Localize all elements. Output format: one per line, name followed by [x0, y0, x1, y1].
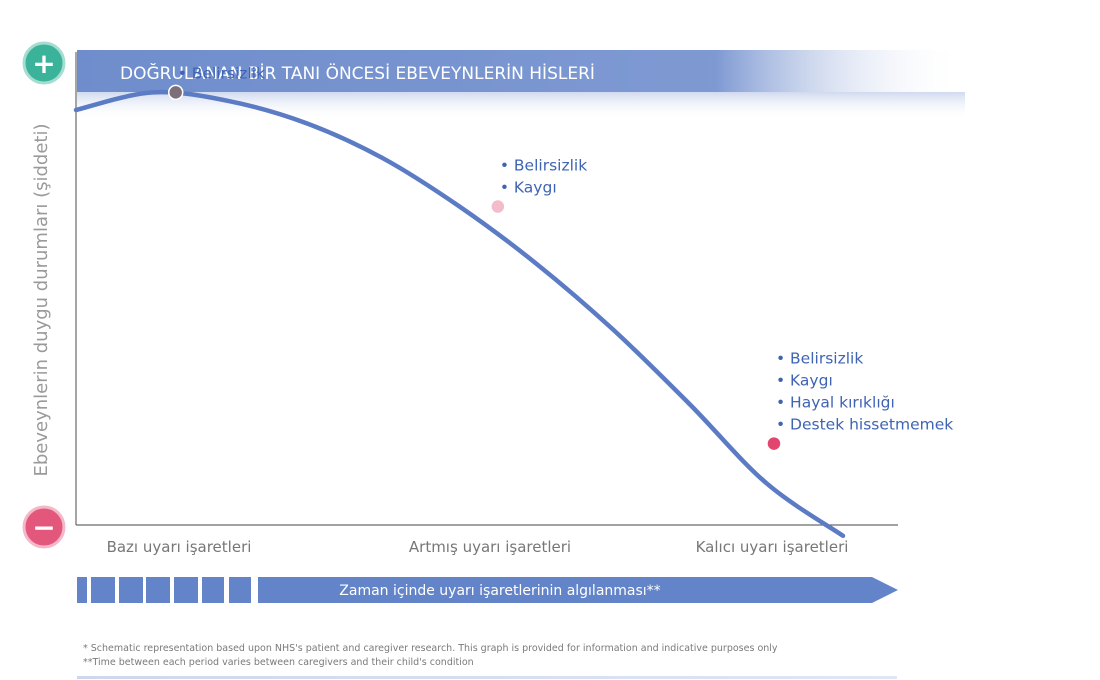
footnote: * Schematic representation based upon NH…	[83, 643, 778, 654]
time-arrow-segment	[91, 577, 115, 603]
svg-text:+: +	[32, 47, 55, 80]
footer-line	[77, 676, 897, 679]
annotation-label: • Destek hissetmemek	[776, 416, 953, 434]
time-arrow-segment	[77, 577, 87, 603]
data-point-marker	[766, 435, 782, 452]
x-tick-label: Kalıcı uyarı işaretleri	[696, 538, 849, 556]
time-arrow-segment	[119, 577, 143, 603]
time-arrow-segment	[174, 577, 198, 603]
time-arrow-body	[258, 577, 898, 603]
x-tick-label: Bazı uyarı işaretleri	[107, 538, 252, 556]
minus-icon: −	[22, 505, 66, 549]
time-arrow-segment	[146, 577, 170, 603]
time-arrow-segment	[229, 577, 251, 603]
annotation-label: • Belirsizlik	[500, 157, 587, 175]
time-arrow-segment	[202, 577, 224, 603]
data-markers	[167, 84, 782, 452]
annotation-label: • Belirsizlik	[178, 64, 265, 82]
annotation-label: • Hayal kırıklığı	[776, 394, 895, 412]
title-banner-glow	[77, 92, 965, 120]
time-arrow: Zaman içinde uyarı işaretlerinin algılan…	[77, 577, 898, 603]
annotations: • Belirsizlik • Belirsizlik • Kaygı • Belir…	[178, 64, 954, 433]
plus-icon: +	[22, 41, 66, 85]
data-point-marker	[167, 84, 184, 101]
chart-title: DOĞRULANAN BİR TANI ÖNCESİ EBEVEYNLERİN …	[120, 62, 595, 84]
series-line	[73, 89, 846, 539]
annotation-label: • Kaygı	[500, 179, 557, 197]
y-axis-label: Ebeveynlerin duygu durumları (şiddeti)	[31, 123, 52, 476]
data-point-marker	[490, 198, 506, 215]
x-tick-label: Artmış uyarı işaretleri	[409, 538, 571, 556]
title-banner	[77, 50, 965, 92]
svg-text:−: −	[32, 511, 55, 544]
annotation-label: • Kaygı	[776, 372, 833, 390]
annotation-label: • Belirsizlik	[776, 350, 863, 368]
x-axis-label: Zaman içinde uyarı işaretlerinin algılan…	[339, 583, 660, 599]
footnote: **Time between each period varies betwee…	[83, 657, 474, 668]
